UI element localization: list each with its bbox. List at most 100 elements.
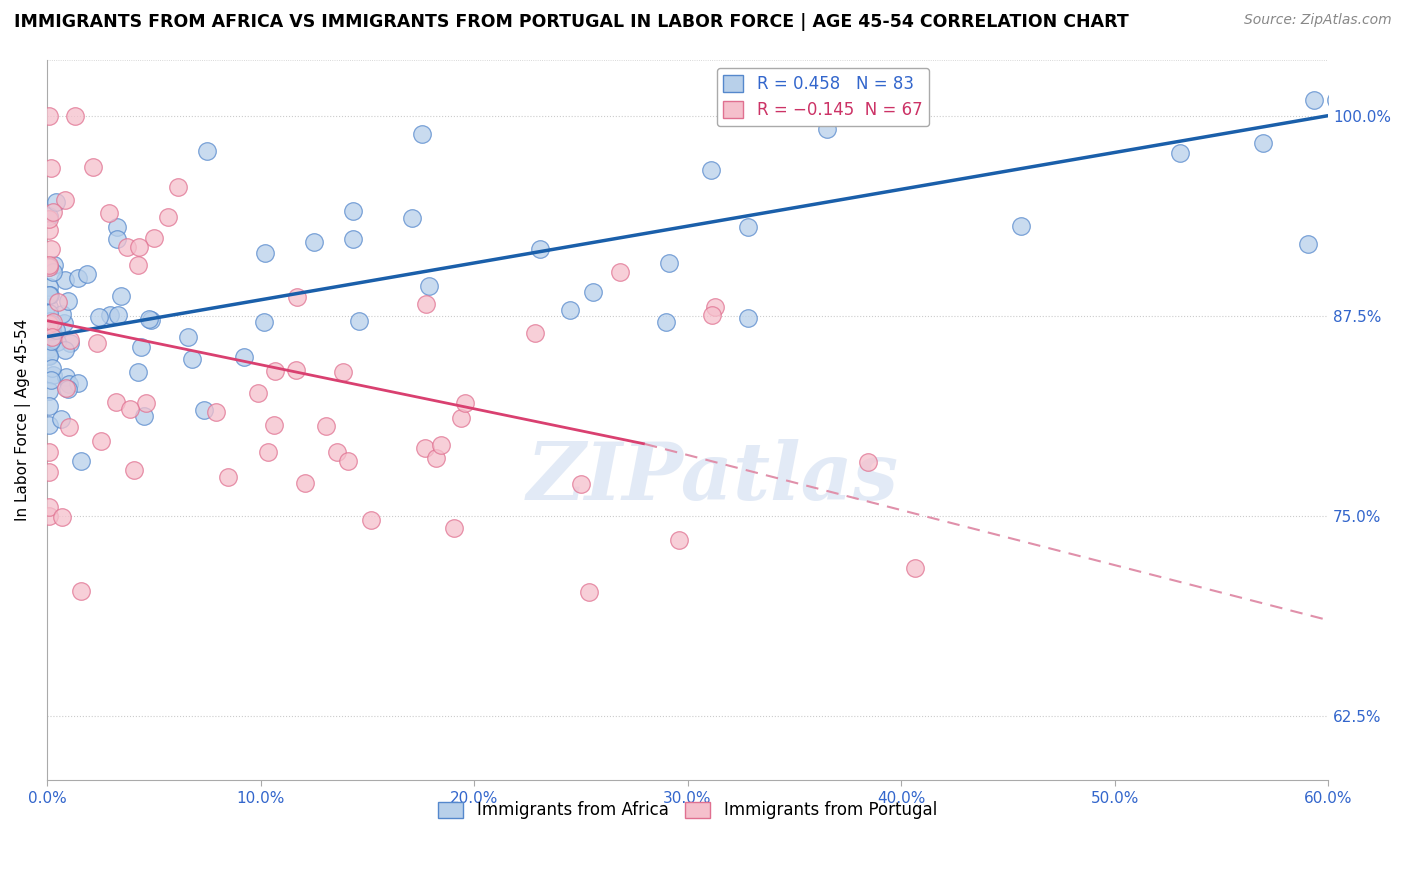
Point — [700, 163, 723, 178]
Point — [38, 109, 60, 123]
Point — [105, 219, 128, 234]
Point — [104, 394, 127, 409]
Point — [41, 334, 63, 348]
Point — [193, 403, 215, 417]
Point — [1010, 219, 1032, 233]
Point — [38, 260, 60, 274]
Point — [38, 223, 60, 237]
Point — [38, 260, 60, 274]
Point — [82, 160, 104, 174]
Point — [117, 240, 139, 254]
Point — [98, 308, 121, 322]
Text: ZIPatlas: ZIPatlas — [527, 439, 900, 516]
Point — [38, 287, 60, 301]
Point — [38, 280, 60, 294]
Point — [76, 267, 98, 281]
Point — [264, 364, 287, 378]
Point — [39, 323, 62, 337]
Point — [135, 395, 157, 409]
Point — [65, 109, 87, 123]
Point — [443, 521, 465, 535]
Point — [129, 340, 152, 354]
Point — [53, 343, 76, 357]
Point — [205, 404, 228, 418]
Point — [55, 370, 77, 384]
Point — [41, 318, 63, 333]
Point — [418, 278, 440, 293]
Point — [425, 451, 447, 466]
Point — [127, 365, 149, 379]
Point — [70, 454, 93, 468]
Point — [360, 513, 382, 527]
Text: Source: ZipAtlas.com: Source: ZipAtlas.com — [1244, 13, 1392, 28]
Point — [143, 231, 166, 245]
Point — [1324, 93, 1347, 107]
Point — [45, 323, 67, 337]
Point — [53, 273, 76, 287]
Point — [254, 246, 277, 260]
Point — [118, 401, 141, 416]
Point — [177, 330, 200, 344]
Point — [45, 194, 67, 209]
Point — [39, 161, 62, 175]
Point — [38, 509, 60, 524]
Point — [110, 289, 132, 303]
Point — [337, 454, 360, 468]
Point — [668, 533, 690, 548]
Point — [41, 315, 63, 329]
Point — [737, 311, 759, 326]
Point — [55, 381, 77, 395]
Point — [39, 314, 62, 328]
Point — [704, 300, 727, 314]
Point — [450, 410, 472, 425]
Point — [332, 366, 354, 380]
Point — [1296, 237, 1319, 252]
Point — [342, 204, 364, 219]
Point — [285, 362, 308, 376]
Point — [51, 509, 73, 524]
Point — [904, 561, 927, 575]
Point — [195, 145, 218, 159]
Point — [98, 206, 121, 220]
Legend: Immigrants from Africa, Immigrants from Portugal: Immigrants from Africa, Immigrants from … — [432, 795, 943, 826]
Point — [415, 296, 437, 310]
Point — [413, 441, 436, 455]
Point — [38, 348, 60, 362]
Point — [38, 300, 60, 314]
Point — [578, 585, 600, 599]
Point — [38, 500, 60, 515]
Point — [44, 258, 66, 272]
Point — [38, 306, 60, 320]
Point — [38, 317, 60, 331]
Point — [59, 335, 82, 350]
Point — [569, 477, 592, 491]
Point — [38, 465, 60, 479]
Point — [401, 211, 423, 225]
Point — [38, 444, 60, 458]
Point — [167, 180, 190, 194]
Point — [38, 212, 60, 227]
Point — [56, 382, 79, 396]
Point — [1251, 136, 1274, 150]
Point — [342, 232, 364, 246]
Point — [252, 315, 274, 329]
Point — [39, 373, 62, 387]
Point — [181, 351, 204, 366]
Point — [138, 311, 160, 326]
Point — [39, 243, 62, 257]
Point — [285, 290, 308, 304]
Point — [655, 315, 678, 329]
Point — [46, 334, 69, 349]
Point — [134, 409, 156, 423]
Point — [86, 336, 108, 351]
Point — [70, 584, 93, 599]
Point — [1168, 146, 1191, 161]
Point — [58, 419, 80, 434]
Point — [141, 313, 163, 327]
Point — [38, 209, 60, 223]
Point — [66, 270, 89, 285]
Point — [609, 265, 631, 279]
Point — [87, 310, 110, 325]
Y-axis label: In Labor Force | Age 45-54: In Labor Force | Age 45-54 — [15, 318, 31, 521]
Text: IMMIGRANTS FROM AFRICA VS IMMIGRANTS FROM PORTUGAL IN LABOR FORCE | AGE 45-54 CO: IMMIGRANTS FROM AFRICA VS IMMIGRANTS FRO… — [14, 13, 1129, 31]
